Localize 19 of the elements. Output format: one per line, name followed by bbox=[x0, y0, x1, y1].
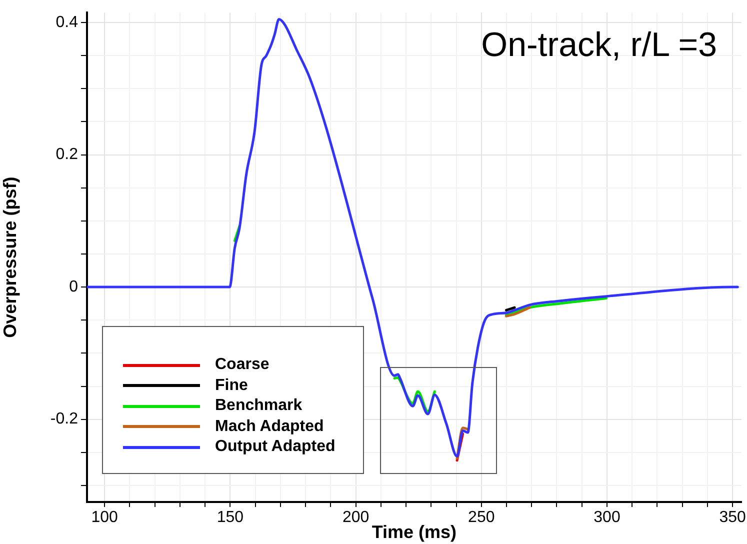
x-tick-label: 300 bbox=[594, 509, 620, 526]
legend-label: Output Adapted bbox=[215, 438, 336, 456]
x-tick-label: 150 bbox=[216, 509, 244, 526]
y-axis-title: Overpressure (psf) bbox=[0, 176, 20, 338]
y-tick-label: 0.2 bbox=[56, 146, 78, 164]
legend-label: Fine bbox=[215, 376, 248, 395]
y-tick-label: 0.4 bbox=[56, 14, 78, 31]
legend-label: Mach Adapted bbox=[215, 418, 324, 436]
x-axis-title: Time (ms) bbox=[372, 522, 457, 542]
legend-label: Benchmark bbox=[215, 397, 302, 416]
x-tick-label: 200 bbox=[342, 509, 370, 526]
legend-label: Coarse bbox=[215, 356, 270, 374]
y-tick-label: 0 bbox=[69, 278, 78, 296]
y-tick-label: -0.2 bbox=[50, 410, 78, 428]
x-tick-label: 250 bbox=[468, 509, 495, 526]
x-tick-label: 350 bbox=[719, 509, 746, 526]
annotation: On-track, r/L =3 bbox=[481, 26, 717, 65]
line-series bbox=[87, 18, 739, 458]
x-tick-label: 100 bbox=[91, 509, 118, 526]
